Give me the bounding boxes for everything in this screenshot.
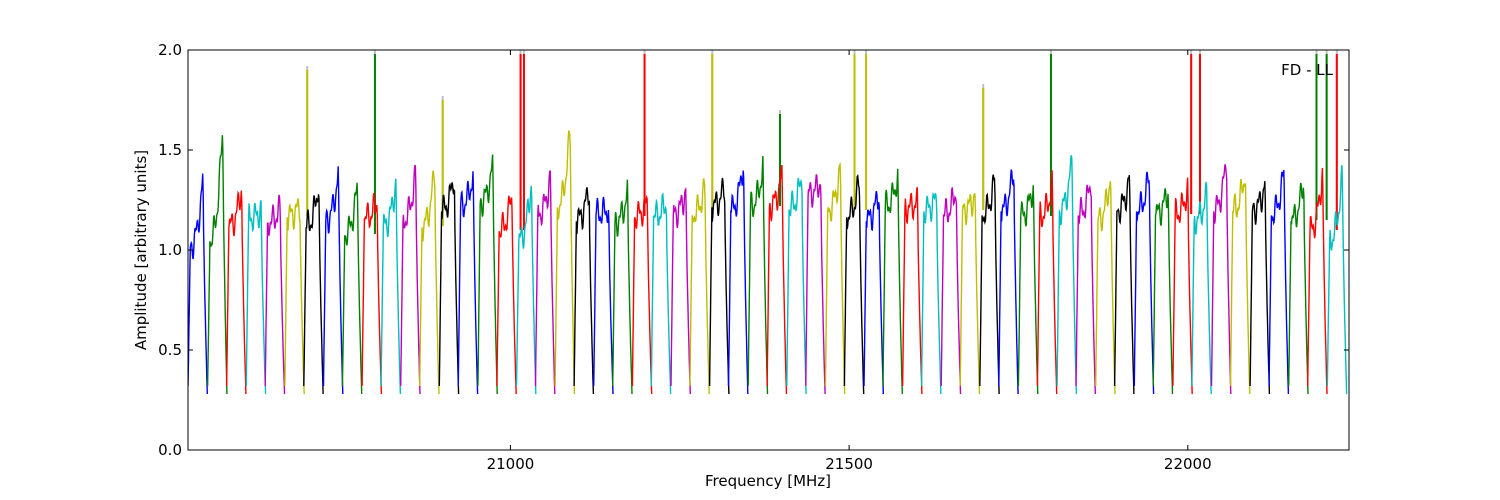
spectrum-band-line — [1268, 170, 1290, 395]
spectrum-band-line — [901, 187, 923, 395]
spectrum-band-line — [361, 192, 383, 395]
spectrum-band-line — [882, 168, 903, 395]
spectrum-band-line — [786, 177, 807, 395]
spectrum-band-line — [1307, 167, 1328, 395]
spectrum-band-line — [245, 200, 267, 395]
spectrum-band-line — [998, 169, 1019, 395]
spectrum-band-line — [727, 170, 749, 395]
spectrum-band-line — [1113, 175, 1135, 395]
x-tick-label: 22000 — [1164, 455, 1212, 473]
spectrum-band-line — [805, 174, 826, 395]
spectrum-band-line — [1075, 184, 1096, 395]
spectrum-band-line — [303, 194, 324, 395]
plot-annotation: FD - LL — [1281, 61, 1333, 79]
spectrum-band-line — [593, 196, 614, 395]
y-tick-label: 2.0 — [158, 41, 182, 59]
spectrum-band-line — [284, 197, 305, 395]
y-tick-label: 1.0 — [158, 241, 182, 259]
spectrum-band-line — [1017, 185, 1039, 395]
spectrum-band-line — [708, 177, 730, 395]
spectrum-band-line — [188, 173, 208, 395]
spectrum-band-line — [920, 191, 942, 395]
spectrum-band-line — [1172, 177, 1193, 395]
spectrum-band-line — [650, 192, 672, 395]
spectrum-band-line — [1133, 171, 1155, 395]
spectrum-band-line — [612, 179, 633, 395]
spectrum-band-line — [554, 130, 576, 395]
spectrum-band-line — [264, 194, 286, 395]
series-layer — [188, 50, 1348, 395]
spectrum-band-line — [1326, 165, 1348, 395]
spectrum-band-line — [457, 171, 479, 395]
spectrum-band-line — [670, 187, 691, 395]
spectrum-band-line — [322, 166, 344, 395]
spectrum-band-line — [1095, 181, 1116, 395]
spectrum-band-line — [1152, 188, 1174, 395]
spectrum-band-line — [400, 164, 421, 395]
spectrum-band-line — [979, 174, 1000, 395]
spectrum-band-line — [1249, 181, 1271, 395]
y-tick-label: 0.5 — [158, 341, 182, 359]
x-tick-label: 21000 — [487, 455, 535, 473]
spectrum-band-line — [824, 162, 846, 395]
spectrum-band-line — [534, 170, 556, 395]
spectrum-band-line — [419, 170, 440, 395]
spectrum-band-line — [1210, 164, 1232, 395]
spectrum-band-line — [631, 194, 653, 395]
spectrum-band-line — [1056, 155, 1078, 395]
spectrum-band-line — [225, 190, 247, 395]
spectrum-band-line — [341, 182, 363, 395]
y-tick-label: 0.0 — [158, 441, 182, 459]
spectrum-band-line — [940, 187, 962, 395]
spectrum-band-line — [689, 178, 710, 395]
spectrum-band-line — [496, 195, 517, 395]
y-tick-label: 1.5 — [158, 141, 182, 159]
y-axis-label: Amplitude [arbitrary units] — [132, 150, 150, 350]
spectrum-band-line — [206, 135, 228, 395]
spectrum-band-line — [1036, 170, 1058, 395]
spectrum-band-line — [515, 185, 537, 395]
spectrum-band-line — [747, 155, 769, 395]
spectrum-band-line — [438, 182, 460, 395]
spectrum-band-line — [1229, 179, 1251, 395]
spectrum-band-line — [477, 154, 498, 395]
x-tick-label: 21500 — [825, 455, 873, 473]
spectrum-band-line — [380, 178, 402, 395]
x-axis-label: Frequency [MHz] — [705, 472, 831, 490]
spectrum-band-line — [863, 190, 884, 395]
spectrum-band-line — [843, 173, 865, 395]
spectrum-band-line — [766, 164, 788, 395]
spectrum-band-line — [1288, 182, 1309, 395]
ticks-layer: 21000 21500 22000 0.0 0.5 1.0 1.5 2.0 — [158, 41, 1349, 473]
spectrum-band-line — [959, 193, 981, 395]
spectrum-band-line — [1191, 181, 1212, 395]
spectrum-band-line — [573, 187, 595, 395]
